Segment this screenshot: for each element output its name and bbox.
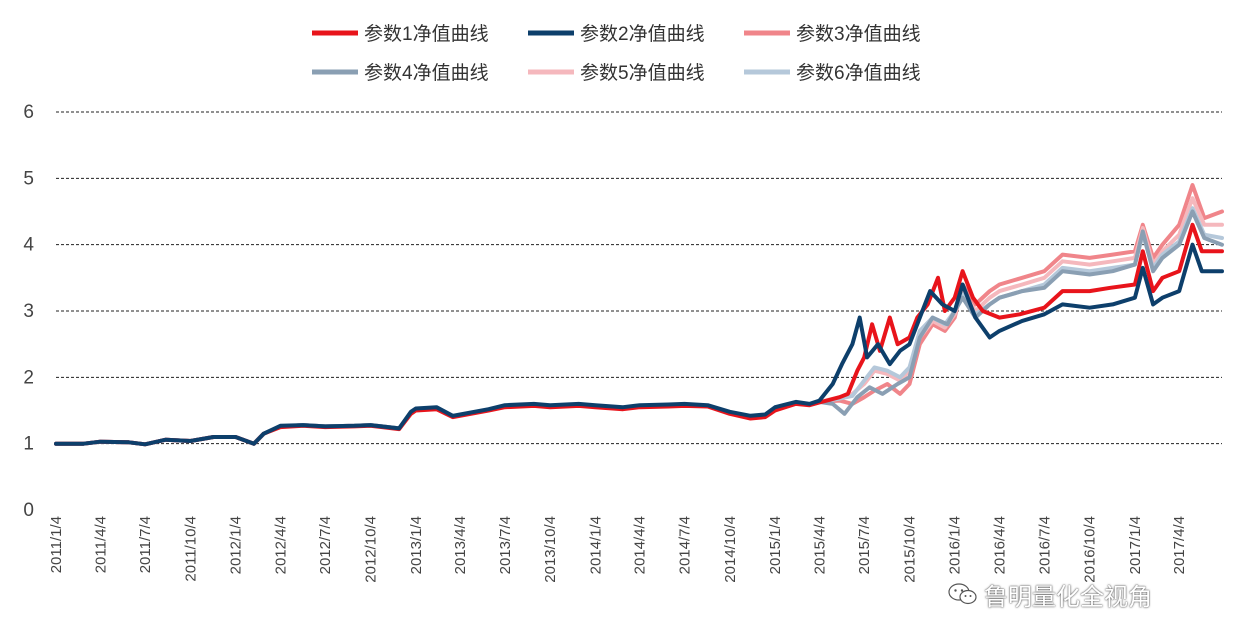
x-tick-label: 2017/1/4 [1127,516,1144,574]
x-tick-label: 2012/4/4 [272,516,289,574]
series-line-1 [54,222,1224,447]
x-tick-label: 2014/1/4 [587,516,604,574]
x-tick-label: 2017/4/4 [1171,516,1188,574]
series-line-2 [54,242,1224,447]
x-tick-label: 2016/1/4 [947,516,964,574]
x-tick-label: 2016/7/4 [1036,516,1053,574]
y-tick-label: 4 [23,235,34,256]
legend-label-6: 参数6净值曲线 [796,62,921,84]
watermark-text: 鲁明量化全视角 [984,582,1152,611]
x-tick-label: 2012/1/4 [228,516,245,574]
x-tick-label: 2016/10/4 [1082,516,1099,583]
wechat-icon [948,583,977,605]
x-tick-label: 2012/10/4 [363,516,380,583]
legend-label-4: 参数4净值曲线 [364,62,489,84]
legend-label-1: 参数1净值曲线 [364,23,489,45]
y-axis: 0 1 2 3 4 5 6 [23,102,34,521]
x-tick-label: 2015/4/4 [811,516,828,574]
x-tick-label: 2015/1/4 [767,516,784,574]
x-tick-label: 2013/10/4 [542,516,559,583]
x-tick-label: 2011/1/4 [48,516,65,573]
y-tick-label: 3 [23,301,34,322]
y-tick-label: 1 [23,434,34,455]
x-tick-label: 2015/10/4 [901,516,918,583]
series-line-4 [54,209,1224,447]
watermark: 鲁明量化全视角 [948,574,1152,614]
x-tick-label: 2014/4/4 [632,516,649,574]
y-tick-label: 2 [23,367,34,388]
x-tick-label: 2013/7/4 [497,516,514,574]
plot-area [54,183,1224,447]
x-tick-label: 2014/10/4 [722,516,739,583]
x-tick-label: 2015/7/4 [856,516,873,574]
x-tick-label: 2011/7/4 [137,516,154,573]
y-tick-label: 0 [23,500,34,521]
x-tick-label: 2013/4/4 [452,516,469,574]
x-axis: 2011/1/4 2011/4/4 2011/7/4 2011/10/4 2012/1/… [48,516,1188,583]
x-tick-label: 2011/4/4 [92,516,109,573]
legend-label-5: 参数5净值曲线 [580,62,705,84]
legend-label-2: 参数2净值曲线 [580,23,705,45]
x-tick-label: 2013/1/4 [408,516,425,574]
y-tick-label: 5 [23,168,34,189]
x-tick-label: 2012/7/4 [317,516,334,574]
x-tick-label: 2011/10/4 [182,516,199,582]
y-tick-label: 6 [23,102,34,123]
legend-label-3: 参数3净值曲线 [796,23,921,45]
x-tick-label: 2016/4/4 [992,516,1009,574]
x-tick-label: 2014/7/4 [677,516,694,574]
